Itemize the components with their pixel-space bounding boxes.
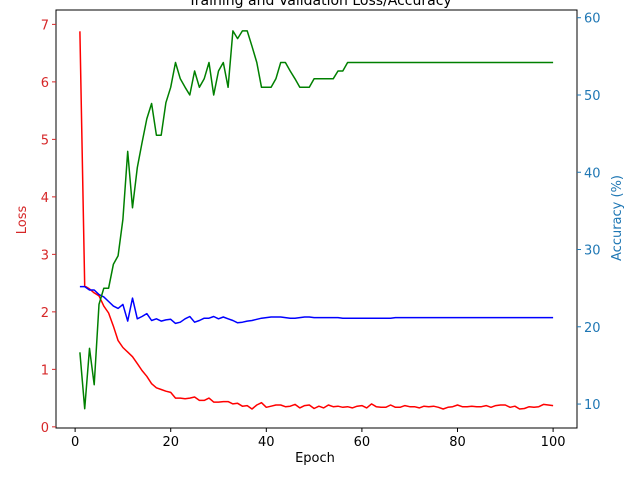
y-right-tick-label: 20: [584, 321, 601, 336]
x-tick-label: 20: [162, 435, 179, 450]
series-line-val_loss: [79, 285, 554, 325]
chart-title: Training and Validation Loss/Accuracy: [187, 0, 451, 9]
x-axis-label: Epoch: [295, 451, 335, 466]
y-left-tick-label: 1: [41, 363, 49, 378]
y-axis-right-label: Accuracy (%): [610, 175, 625, 261]
y-left-tick-label: 6: [41, 76, 49, 91]
y-right-tick-label: 60: [584, 12, 601, 27]
y-right-tick-label: 50: [584, 89, 601, 104]
y-left-tick-label: 4: [41, 191, 49, 206]
x-tick-label: 100: [541, 435, 566, 450]
x-tick-label: 40: [258, 435, 275, 450]
y-axis-left-label: Loss: [15, 206, 30, 235]
series-layer: [79, 30, 554, 410]
y-left-tick-label: 2: [41, 306, 49, 321]
y-right-tick-label: 30: [584, 244, 601, 259]
axes-layer: 0 20 40 60 80 100 0 1 2 3 4 5 6 7 10 20 30 40 50 60: [41, 9, 601, 450]
plot-frame: [55, 9, 578, 429]
y-left-tick-label: 3: [41, 248, 49, 263]
x-tick-label: 80: [449, 435, 466, 450]
series-line-accuracy: [79, 30, 554, 410]
series-line-train_loss: [79, 31, 554, 410]
y-right-tick-label: 40: [584, 166, 601, 181]
y-right-tick-label: 10: [584, 398, 601, 413]
x-tick-label: 0: [71, 435, 79, 450]
y-left-tick-label: 0: [41, 421, 49, 436]
y-left-tick-label: 5: [41, 133, 49, 148]
y-left-tick-label: 7: [41, 18, 49, 33]
x-tick-label: 60: [354, 435, 371, 450]
